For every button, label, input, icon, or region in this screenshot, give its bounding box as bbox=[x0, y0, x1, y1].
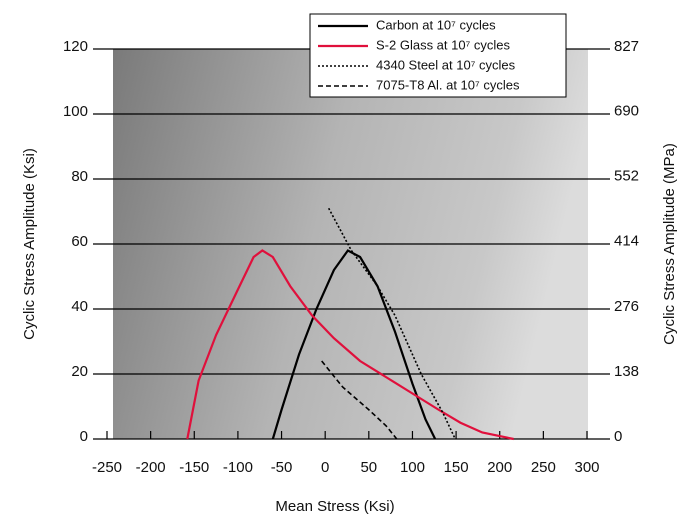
x-tick-label: 250 bbox=[531, 459, 556, 476]
legend-label: 7075-T8 Al. at 10⁷ cycles bbox=[376, 77, 520, 92]
x-tick-label: 200 bbox=[487, 459, 512, 476]
y-tick-label: 0 bbox=[80, 428, 88, 445]
y-tick-label: 80 bbox=[71, 168, 88, 185]
y2-tick-label: 690 bbox=[614, 103, 639, 120]
y-axis-label: Cyclic Stress Amplitude (Ksi) bbox=[21, 148, 38, 340]
legend-label: Carbon at 10⁷ cycles bbox=[376, 17, 496, 32]
x-tick-label: 300 bbox=[574, 459, 599, 476]
x-tick-label: -150 bbox=[179, 459, 209, 476]
x-tick-label: 0 bbox=[321, 459, 329, 476]
legend: Carbon at 10⁷ cycles S-2 Glass at 10⁷ cyc… bbox=[309, 13, 567, 98]
y-tick-label: 40 bbox=[71, 298, 88, 315]
y-tick-label: 60 bbox=[71, 233, 88, 250]
x-tick-label: -250 bbox=[92, 459, 122, 476]
y2-tick-label: 827 bbox=[614, 38, 639, 55]
x-tick-label: -50 bbox=[271, 459, 293, 476]
series-line bbox=[186, 249, 514, 441]
y-tick-label: 20 bbox=[71, 363, 88, 380]
y2-axis-label: Cyclic Stress Amplitude (MPa) bbox=[661, 143, 678, 345]
x-tick-label: -100 bbox=[223, 459, 253, 476]
y-tick-label: 120 bbox=[63, 38, 88, 55]
x-tick-label: -200 bbox=[136, 459, 166, 476]
y2-tick-label: 0 bbox=[614, 428, 622, 445]
x-tick-label: 100 bbox=[400, 459, 425, 476]
x-tick-label: 150 bbox=[444, 459, 469, 476]
legend-box bbox=[309, 13, 567, 98]
y2-tick-label: 552 bbox=[614, 168, 639, 185]
x-axis-label: Mean Stress (Ksi) bbox=[275, 498, 394, 515]
series-line bbox=[321, 360, 398, 440]
y2-tick-label: 414 bbox=[614, 233, 639, 250]
y-tick-label: 100 bbox=[63, 103, 88, 120]
legend-label: 4340 Steel at 10⁷ cycles bbox=[376, 57, 516, 72]
y2-tick-label: 276 bbox=[614, 298, 639, 315]
x-tick-label: 50 bbox=[360, 459, 377, 476]
y2-tick-label: 138 bbox=[614, 363, 639, 380]
legend-label: S-2 Glass at 10⁷ cycles bbox=[376, 37, 511, 52]
